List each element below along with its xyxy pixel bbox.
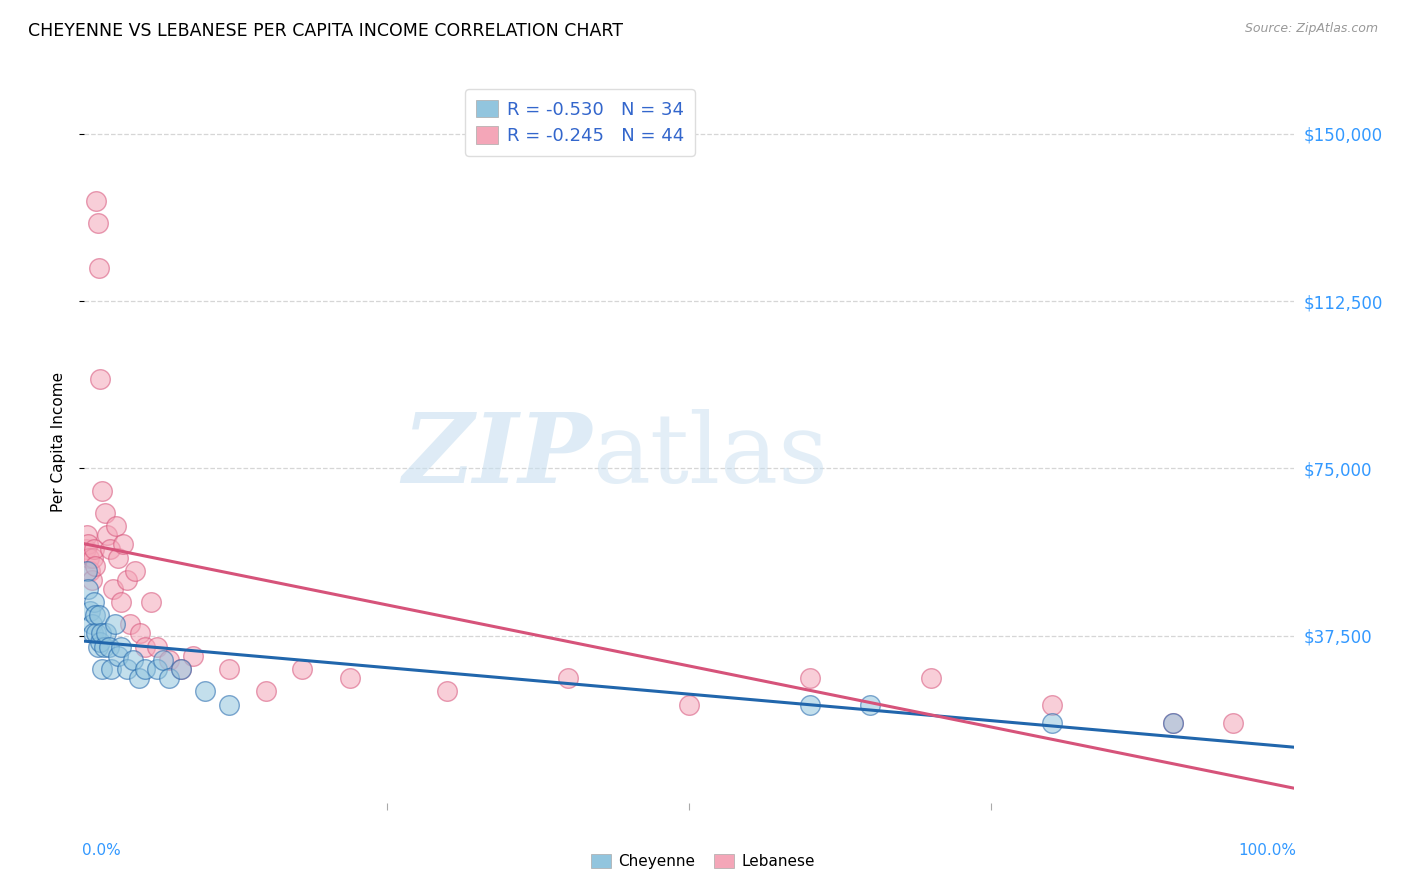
Point (557, 671, 579, 685)
Point (1040, 698, 1063, 712)
Point (79, 564, 101, 578)
Point (86, 216, 108, 230)
Point (254, 684, 277, 698)
Point (84, 608, 107, 623)
Point (1222, 715, 1244, 730)
Point (1161, 715, 1184, 730)
Point (152, 653, 174, 667)
Point (77, 582, 100, 596)
Point (93, 640, 115, 654)
Point (96, 528, 118, 542)
Point (129, 626, 152, 640)
Point (134, 640, 156, 654)
Point (194, 684, 217, 698)
Point (94, 626, 117, 640)
Point (678, 698, 700, 712)
Text: Source: ZipAtlas.com: Source: ZipAtlas.com (1244, 22, 1378, 36)
Point (87, 608, 110, 623)
Point (920, 671, 942, 685)
Point (76, 564, 98, 578)
Point (339, 671, 361, 685)
Text: atlas: atlas (592, 409, 828, 503)
Point (91, 483, 114, 498)
Point (110, 595, 132, 609)
Point (1161, 715, 1184, 730)
Point (218, 662, 240, 676)
Y-axis label: Per Capita Income: Per Capita Income (51, 371, 66, 512)
Point (291, 662, 314, 676)
Point (436, 684, 458, 698)
Point (86, 626, 108, 640)
Point (77, 537, 100, 551)
Point (86, 640, 108, 654)
Point (181, 648, 204, 663)
Point (157, 653, 180, 667)
Point (112, 537, 135, 551)
Point (146, 662, 169, 676)
Legend: R = -0.530   N = 34, R = -0.245   N = 44: R = -0.530 N = 34, R = -0.245 N = 44 (465, 89, 695, 156)
Legend: Cheyenne, Lebanese: Cheyenne, Lebanese (585, 847, 821, 875)
Point (84, 559, 107, 574)
Point (799, 698, 821, 712)
Text: 100.0%: 100.0% (1237, 843, 1296, 857)
Point (157, 671, 180, 685)
Point (100, 662, 122, 676)
Point (80, 573, 103, 587)
Point (91, 662, 114, 676)
Point (139, 595, 162, 609)
Point (146, 640, 169, 654)
Point (859, 698, 882, 712)
Text: ZIP: ZIP (402, 409, 592, 503)
Point (120, 617, 142, 632)
Point (121, 653, 143, 667)
Point (77, 550, 100, 565)
Point (98, 541, 121, 556)
Point (110, 640, 132, 654)
Point (107, 648, 129, 663)
Point (86, 194, 108, 208)
Point (76, 528, 98, 542)
Point (90, 626, 112, 640)
Point (82, 550, 104, 565)
Point (134, 662, 156, 676)
Point (82, 626, 104, 640)
Point (107, 550, 129, 565)
Point (104, 617, 127, 632)
Point (170, 662, 193, 676)
Point (80, 617, 103, 632)
Point (124, 564, 146, 578)
Point (79, 604, 101, 618)
Point (115, 662, 138, 676)
Point (103, 582, 125, 596)
Point (104, 519, 127, 533)
Point (75, 541, 97, 556)
Text: CHEYENNE VS LEBANESE PER CAPITA INCOME CORRELATION CHART: CHEYENNE VS LEBANESE PER CAPITA INCOME C… (28, 22, 623, 40)
Point (83, 595, 105, 609)
Point (1040, 715, 1063, 730)
Point (94, 506, 117, 520)
Point (89, 635, 111, 649)
Text: 0.0%: 0.0% (82, 843, 121, 857)
Point (89, 372, 111, 386)
Point (115, 573, 138, 587)
Point (97, 640, 120, 654)
Point (799, 671, 821, 685)
Point (218, 698, 240, 712)
Point (87, 260, 110, 275)
Point (83, 541, 105, 556)
Point (128, 671, 150, 685)
Point (170, 662, 193, 676)
